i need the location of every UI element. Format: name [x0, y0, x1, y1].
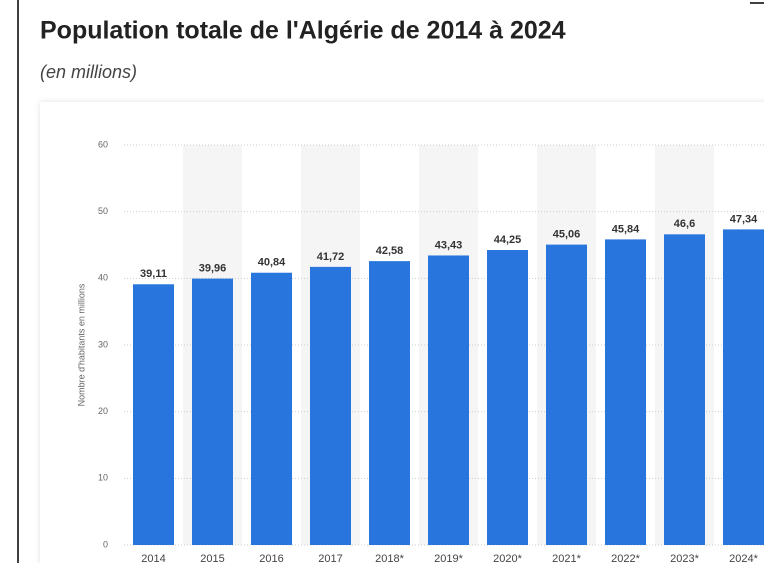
bar	[310, 266, 351, 545]
chart-title: Population totale de l'Algérie de 2014 à…	[40, 17, 566, 45]
x-tick-label: 2016	[259, 553, 283, 563]
value-label: 42,58	[376, 245, 404, 257]
x-tick-label: 2019*	[434, 553, 463, 563]
y-tick-label: 30	[98, 339, 108, 349]
chart-subtitle: (en millions)	[40, 62, 137, 82]
value-label: 41,72	[317, 251, 345, 263]
value-label: 45,06	[553, 229, 581, 241]
y-tick-label: 50	[98, 206, 108, 216]
x-tick-label: 2014	[141, 553, 165, 563]
x-tick-label: 2023*	[670, 553, 699, 563]
value-label: 45,84	[612, 223, 640, 235]
value-label: 39,96	[199, 263, 227, 275]
value-label: 40,84	[258, 257, 286, 269]
y-tick-label: 0	[103, 539, 108, 549]
bar	[487, 250, 528, 545]
value-label: 39,11	[140, 268, 167, 280]
x-tick-label: 2022*	[611, 553, 640, 563]
bar	[251, 272, 292, 545]
bar	[369, 261, 410, 545]
bar	[546, 244, 587, 545]
bar	[664, 234, 705, 546]
y-tick-label: 20	[98, 406, 108, 416]
bar	[133, 284, 174, 545]
bar	[192, 278, 233, 545]
x-tick-label: 2018*	[375, 553, 404, 563]
bar	[605, 239, 646, 545]
bar	[428, 255, 469, 545]
x-tick-label: 2017	[318, 553, 342, 563]
value-label: 43,43	[435, 239, 463, 251]
bar	[723, 229, 764, 545]
x-tick-label: 2021*	[552, 553, 581, 563]
y-tick-label: 40	[98, 273, 108, 283]
value-label: 47,34	[730, 213, 758, 225]
value-label: 46,6	[674, 218, 695, 230]
x-tick-label: 2024*	[729, 553, 758, 563]
value-label: 44,25	[494, 234, 522, 246]
x-tick-label: 2015	[200, 553, 224, 563]
y-tick-label: 60	[98, 139, 108, 149]
y-axis-label: Nombre d'habitants en millions	[76, 283, 86, 406]
y-tick-label: 10	[98, 473, 108, 483]
x-tick-label: 2020*	[493, 553, 522, 563]
